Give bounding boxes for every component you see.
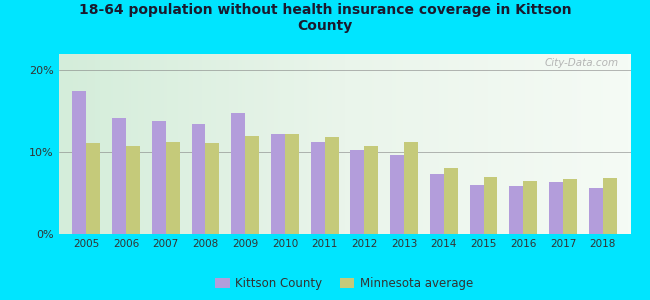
Bar: [152, 121, 166, 234]
Legend: Kittson County, Minnesota average: Kittson County, Minnesota average: [211, 272, 478, 295]
Bar: [166, 142, 179, 234]
Bar: [563, 179, 577, 234]
Bar: [469, 185, 484, 234]
Bar: [350, 150, 365, 234]
Bar: [231, 113, 245, 234]
Bar: [603, 178, 617, 234]
Bar: [311, 142, 324, 234]
Bar: [271, 134, 285, 234]
Bar: [549, 182, 563, 234]
Bar: [523, 181, 537, 234]
Bar: [390, 154, 404, 234]
Bar: [484, 177, 497, 234]
Bar: [404, 142, 418, 234]
Bar: [324, 137, 339, 234]
Bar: [444, 168, 458, 234]
Bar: [205, 143, 220, 234]
Bar: [192, 124, 205, 234]
Bar: [365, 146, 378, 234]
Text: 18-64 population without health insurance coverage in Kittson
County: 18-64 population without health insuranc…: [79, 3, 571, 33]
Bar: [510, 186, 523, 234]
Bar: [112, 118, 126, 234]
Bar: [126, 146, 140, 234]
Bar: [245, 136, 259, 234]
Bar: [72, 91, 86, 234]
Bar: [285, 134, 299, 234]
Bar: [86, 143, 100, 234]
Bar: [430, 174, 444, 234]
Text: City-Data.com: City-Data.com: [545, 58, 619, 68]
Bar: [589, 188, 603, 234]
